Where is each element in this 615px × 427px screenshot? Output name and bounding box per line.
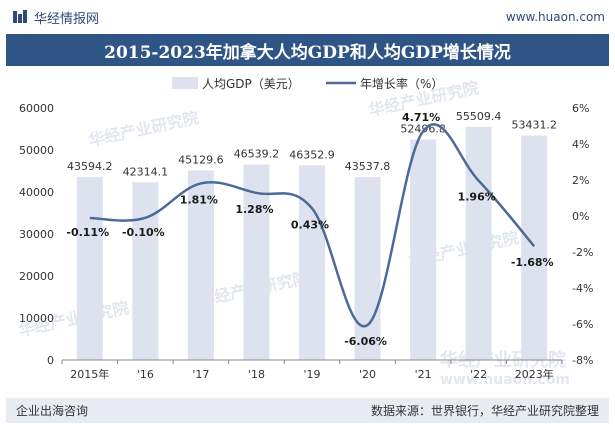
bar-value-label: 42314.1 <box>123 165 169 178</box>
x-tick-label: '16 <box>137 368 154 381</box>
bar <box>410 139 437 360</box>
bar-value-label: 43594.2 <box>67 160 113 173</box>
growth-point-label: 1.81% <box>180 193 218 206</box>
legend-bar-label: 人均GDP（美元） <box>202 77 300 91</box>
growth-point-label: -6.06% <box>344 335 387 348</box>
growth-point-label: -0.10% <box>122 226 165 239</box>
y-right-tick-label: -2% <box>572 246 593 259</box>
top-bar: 华经情报网 www.huaon.com <box>0 0 615 34</box>
x-tick-label: '22 <box>470 368 487 381</box>
x-tick-label: '19 <box>303 368 320 381</box>
bar <box>76 176 103 360</box>
bar <box>299 165 325 360</box>
growth-point-label: 1.28% <box>235 203 273 216</box>
huajing-logo-icon <box>13 10 27 23</box>
y-left-tick-label: 40000 <box>19 186 54 199</box>
watermark-url: www.huaon.com <box>440 372 570 388</box>
x-tick-label: '18 <box>248 368 265 381</box>
x-tick-label: '20 <box>359 368 376 381</box>
x-tick-label: 2015年 <box>70 367 109 381</box>
bar-value-label: 52496.8 <box>400 123 446 136</box>
bar <box>243 164 270 360</box>
y-right-tick-label: 6% <box>572 102 589 115</box>
chart-title: 2015-2023年加拿大人均GDP和人均GDP增长情况 <box>104 42 511 63</box>
footer-bar: 企业出海咨询 数据来源：世界银行，华经产业研究院整理 <box>6 398 609 423</box>
x-tick-label: '17 <box>192 368 209 381</box>
growth-point-label: 4.71% <box>402 111 440 124</box>
y-right-tick-label: 0% <box>572 210 589 223</box>
growth-point-label: 0.43% <box>291 218 329 231</box>
bar-value-label: 45129.6 <box>178 153 224 166</box>
y-left-tick-label: 20000 <box>19 270 54 283</box>
y-right-tick-label: -8% <box>572 354 593 367</box>
bar <box>521 135 548 360</box>
growth-point-label: -0.11% <box>66 226 109 239</box>
brand-name: 华经情报网 <box>34 11 100 27</box>
legend-bar-swatch <box>172 77 198 89</box>
x-tick-label: 2023年 <box>515 367 554 381</box>
site-url[interactable]: www.huaon.com <box>505 10 605 24</box>
bar-value-label: 53431.2 <box>511 119 557 132</box>
y-left-tick-label: 0 <box>47 354 54 367</box>
title-bar: 2015-2023年加拿大人均GDP和人均GDP增长情况 <box>6 34 609 66</box>
bar-value-label: 55509.4 <box>456 110 502 123</box>
bar <box>187 170 214 360</box>
y-right-tick-label: -4% <box>572 282 593 295</box>
watermark-text: 华经产业研究院 <box>87 108 201 150</box>
legend-line-label: 年增长率（%） <box>360 76 443 91</box>
y-right-tick-label: 2% <box>572 174 589 187</box>
y-left-tick-label: 50000 <box>19 144 54 157</box>
x-tick-label: '21 <box>415 368 432 381</box>
y-left-tick-label: 30000 <box>19 228 54 241</box>
footer-left-text: 企业出海咨询 <box>16 404 89 418</box>
growth-line <box>89 123 536 328</box>
data-source-text: 数据来源：世界银行，华经产业研究院整理 <box>370 404 599 418</box>
bar <box>354 177 381 360</box>
growth-point-label: 1.96% <box>458 191 496 204</box>
bar <box>465 126 492 360</box>
y-left-tick-label: 10000 <box>19 312 54 325</box>
y-left-tick-label: 60000 <box>19 102 54 115</box>
bar-value-label: 43537.8 <box>345 160 391 173</box>
y-right-tick-label: -6% <box>572 318 593 331</box>
bar <box>132 182 159 360</box>
growth-point-label: -1.68% <box>511 256 554 269</box>
y-right-tick-label: 4% <box>572 138 589 151</box>
bar-value-label: 46539.2 <box>234 148 280 161</box>
brand: 华经情报网 <box>12 8 99 27</box>
chart: 华经产业研究院华经产业研究院华经产业研究院华经产业研究院华经产业研究院华经产业研… <box>17 76 594 388</box>
bar-value-label: 46352.9 <box>289 148 335 161</box>
